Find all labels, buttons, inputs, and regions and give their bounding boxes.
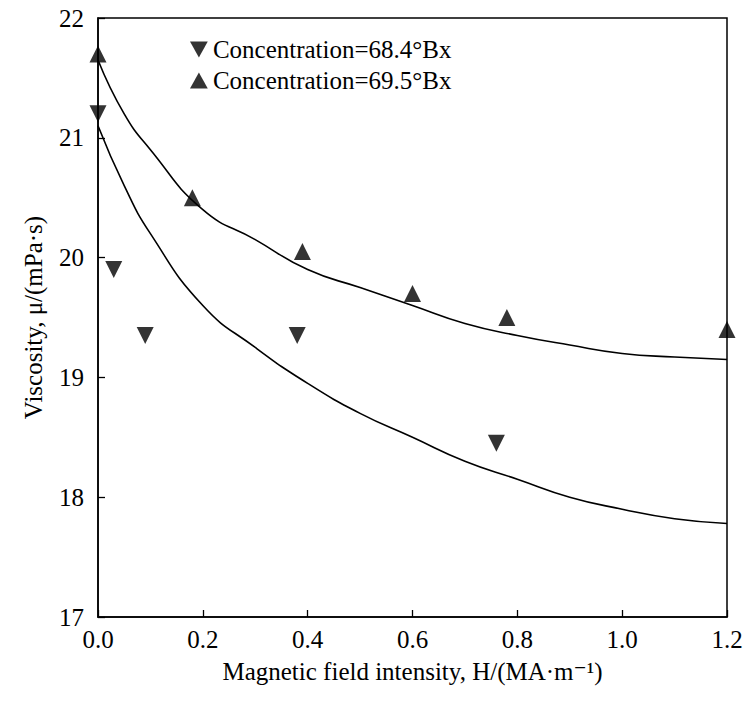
svg-text:0.4: 0.4	[292, 626, 324, 653]
svg-text:1.2: 1.2	[711, 626, 742, 653]
svg-text:17: 17	[59, 604, 84, 631]
svg-text:Concentration=68.4°Bx: Concentration=68.4°Bx	[213, 36, 452, 63]
svg-text:20: 20	[59, 244, 84, 271]
svg-text:18: 18	[59, 484, 84, 511]
svg-text:0.8: 0.8	[502, 626, 533, 653]
svg-text:0.6: 0.6	[397, 626, 428, 653]
svg-text:0.2: 0.2	[187, 626, 218, 653]
svg-text:Viscosity, μ/(mPa·s): Viscosity, μ/(mPa·s)	[20, 216, 48, 419]
svg-text:1.0: 1.0	[607, 626, 638, 653]
svg-text:Magnetic field intensity, H/(M: Magnetic field intensity, H/(MA·m⁻¹)	[222, 658, 602, 686]
svg-text:0.0: 0.0	[82, 626, 113, 653]
svg-text:Concentration=69.5°Bx: Concentration=69.5°Bx	[213, 67, 452, 94]
svg-text:19: 19	[59, 364, 84, 391]
svg-text:21: 21	[59, 124, 84, 151]
svg-text:22: 22	[59, 5, 84, 32]
